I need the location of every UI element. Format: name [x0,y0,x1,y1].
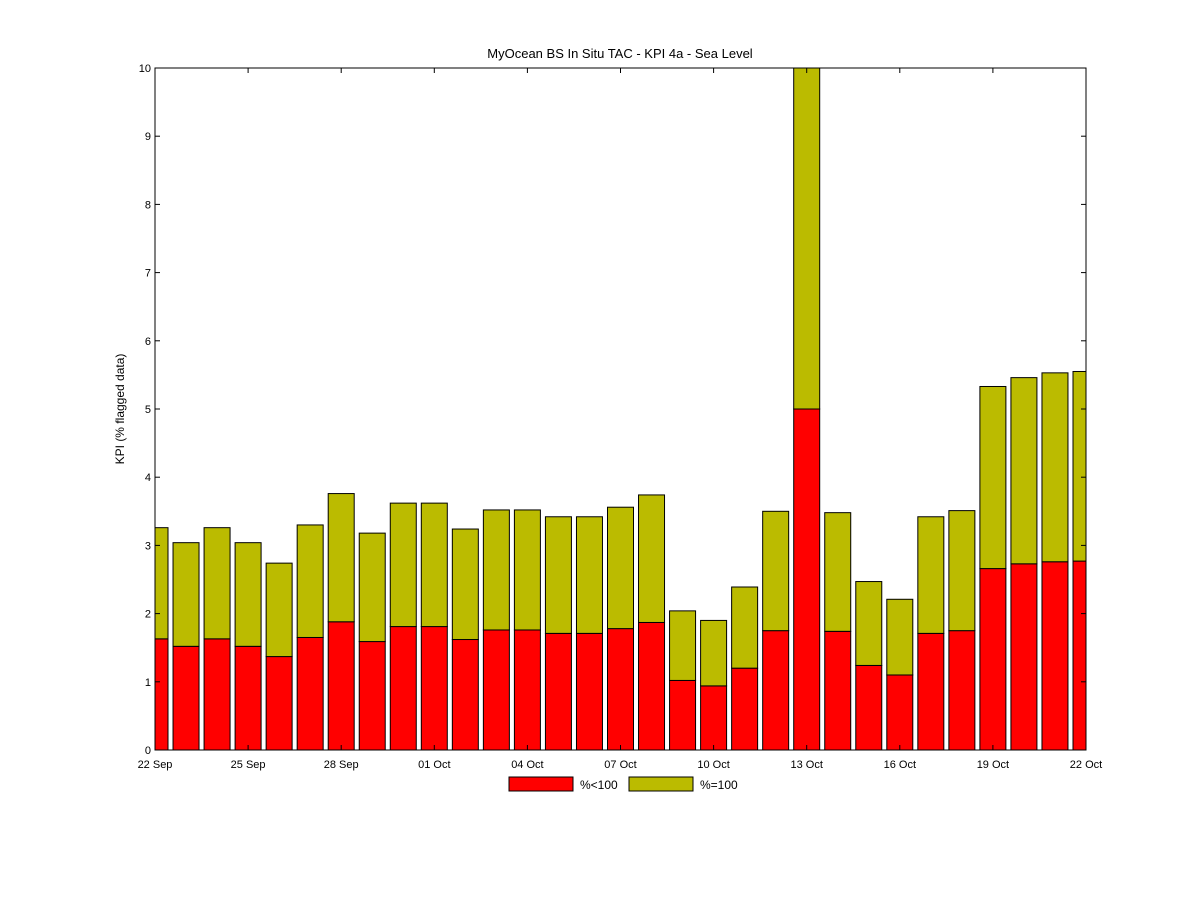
bar-lt100-12 [513,629,541,750]
bars-layer [155,68,1086,750]
bar-eq100-13 [544,516,572,634]
y-tick-label-2: 2 [145,609,151,621]
bar-lt100-28 [1010,563,1038,750]
bar-lt100-26 [948,630,976,750]
legend-label-1: %=100 [700,778,738,792]
x-tick-label-7: 13 Oct [790,759,822,771]
x-tick-label-3: 01 Oct [418,759,450,771]
bar-lt100-4 [265,656,293,750]
x-tick-label-8: 16 Oct [884,759,916,771]
x-tick-label-9: 19 Oct [977,759,1009,771]
axes-layer: 0 1 2 3 4 5 6 7 8 9 10 22 Sep 25 Sep 28 Sep 01 Oct 04 O… [138,63,1103,771]
bar-lt100-5 [296,636,324,750]
bar-eq100-7 [358,532,386,643]
x-tick-label-5: 07 Oct [604,759,636,771]
bar-lt100-29 [1041,561,1069,750]
bar-eq100-18 [700,619,728,687]
bar-lt100-11 [482,629,510,750]
x-tick-label-10: 22 Oct [1070,759,1102,771]
y-tick-label-9: 9 [145,131,151,143]
bar-eq100-1 [172,542,200,647]
bar-lt100-10 [451,639,479,750]
bar-lt100-21 [793,408,821,750]
x-tick-label-0: 22 Sep [138,759,173,771]
bar-eq100-8 [389,502,417,628]
bar-lt100-25 [917,632,945,750]
y-tick-label-3: 3 [145,540,151,552]
y-tick-label-6: 6 [145,336,151,348]
bar-eq100-4 [265,562,293,658]
y-tick-label-5: 5 [145,404,151,416]
bar-lt100-27 [979,568,1007,750]
bar-lt100-3 [234,645,262,750]
bar-lt100-17 [669,679,697,750]
bar-lt100-16 [638,621,666,750]
bar-lt100-13 [544,632,572,750]
bar-lt100-20 [762,630,790,750]
bar-eq100-10 [451,528,479,641]
y-tick-label-7: 7 [145,268,151,280]
bar-eq100-16 [638,494,666,623]
legend-swatch-0 [508,776,574,792]
bar-lt100-0 [155,638,169,750]
bar-eq100-21 [793,68,821,410]
bar-eq100-25 [917,516,945,634]
bar-eq100-11 [482,509,510,631]
x-tick-label-2: 28 Sep [324,759,359,771]
bar-lt100-7 [358,641,386,750]
bar-lt100-15 [607,628,634,750]
bar-lt100-1 [172,645,200,750]
bar-eq100-12 [513,509,541,631]
bar-lt100-14 [575,632,603,750]
bar-eq100-22 [824,512,852,632]
bar-eq100-19 [731,586,759,669]
bar-lt100-22 [824,630,852,750]
bar-eq100-2 [203,527,231,640]
bar-lt100-23 [855,664,883,750]
y-tick-label-10: 10 [139,63,151,75]
y-tick-label-8: 8 [145,199,151,211]
bar-lt100-2 [203,638,231,750]
x-tick-label-4: 04 Oct [511,759,543,771]
legend: %<100 %=100 [508,776,738,792]
y-tick-label-4: 4 [145,472,151,484]
bar-eq100-17 [669,610,697,681]
bar-lt100-19 [731,667,759,750]
bar-eq100-3 [234,542,262,647]
bar-eq100-27 [979,385,1007,570]
bar-lt100-8 [389,626,417,750]
bar-eq100-23 [855,581,883,666]
bar-eq100-26 [948,510,976,632]
bar-eq100-24 [886,598,914,676]
x-tick-label-6: 10 Oct [697,759,729,771]
bar-eq100-28 [1010,377,1038,565]
bar-eq100-0 [155,527,169,640]
y-axis-label: KPI (% flagged data) [113,354,127,465]
bar-lt100-6 [327,621,355,750]
bar-eq100-6 [327,493,355,623]
bar-eq100-30 [1072,370,1086,562]
legend-swatch-1 [628,776,694,792]
bar-eq100-15 [607,506,634,630]
y-tick-label-1: 1 [145,677,151,689]
bar-lt100-24 [886,674,914,750]
x-tick-label-1: 25 Sep [231,759,266,771]
bar-eq100-5 [296,524,324,638]
bar-eq100-14 [575,516,603,634]
chart-title: MyOcean BS In Situ TAC - KPI 4a - Sea Le… [487,46,753,61]
legend-label-0: %<100 [580,778,618,792]
bar-lt100-9 [420,626,448,750]
bar-eq100-9 [420,502,448,628]
bar-eq100-20 [762,510,790,632]
bar-lt100-30 [1072,560,1086,750]
y-tick-label-0: 0 [145,745,151,757]
bar-eq100-29 [1041,372,1069,563]
bar-lt100-18 [700,685,728,750]
